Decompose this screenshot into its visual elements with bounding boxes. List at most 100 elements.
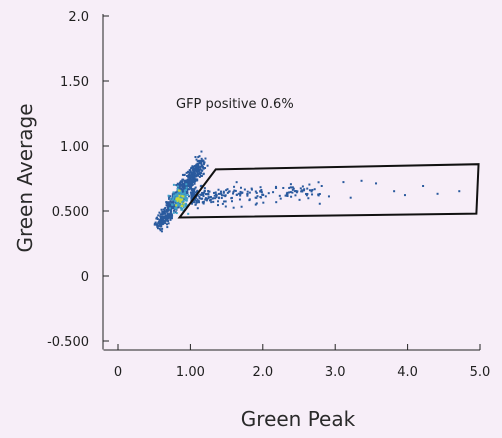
- data-point: [317, 193, 320, 196]
- data-point: [182, 206, 185, 209]
- data-point: [209, 195, 212, 198]
- data-point: [191, 177, 194, 180]
- data-point: [190, 176, 193, 179]
- data-point: [318, 202, 321, 205]
- data-point: [165, 223, 168, 226]
- data-point: [181, 205, 184, 208]
- data-point: [261, 193, 264, 196]
- data-point: [291, 186, 294, 189]
- data-point: [192, 190, 195, 193]
- data-point: [191, 179, 194, 182]
- data-point: [275, 186, 278, 189]
- data-point: [199, 162, 202, 165]
- data-point: [210, 201, 213, 204]
- data-point: [162, 219, 165, 222]
- data-point: [179, 184, 182, 187]
- data-point: [403, 194, 406, 197]
- data-point: [158, 218, 161, 221]
- data-point: [196, 198, 199, 201]
- data-point: [167, 222, 170, 225]
- data-point: [187, 194, 190, 197]
- axes: [102, 14, 480, 351]
- data-point: [232, 190, 235, 193]
- data-points: [153, 150, 461, 233]
- data-point: [194, 186, 197, 189]
- data-point: [193, 194, 196, 197]
- data-point: [199, 193, 202, 196]
- data-point: [193, 180, 196, 183]
- data-point: [190, 184, 193, 187]
- data-point: [303, 188, 306, 191]
- data-point: [172, 211, 175, 214]
- data-point: [191, 172, 194, 175]
- data-point: [186, 175, 189, 178]
- data-point: [180, 190, 183, 193]
- data-point: [246, 190, 249, 193]
- data-point: [178, 194, 181, 197]
- data-point: [198, 155, 201, 158]
- data-point: [274, 185, 277, 188]
- data-point: [291, 191, 294, 194]
- data-point: [248, 191, 251, 194]
- data-point: [177, 197, 180, 200]
- data-point: [207, 193, 210, 196]
- data-point: [194, 165, 197, 168]
- data-point: [194, 179, 197, 182]
- data-point: [159, 217, 162, 220]
- data-point: [171, 198, 174, 201]
- data-point: [196, 164, 199, 167]
- data-point: [286, 193, 289, 196]
- data-point: [197, 167, 200, 170]
- data-point: [178, 204, 181, 207]
- data-point: [295, 191, 298, 194]
- data-point: [202, 195, 205, 198]
- data-point: [169, 213, 172, 216]
- data-point: [156, 227, 159, 230]
- data-point: [181, 191, 184, 194]
- data-point: [163, 209, 166, 212]
- data-point: [196, 207, 199, 210]
- data-point: [202, 163, 205, 166]
- data-point: [262, 201, 265, 204]
- data-point: [164, 215, 167, 218]
- data-point: [186, 183, 189, 186]
- data-point: [213, 194, 216, 197]
- data-point: [349, 196, 352, 199]
- data-point: [172, 204, 175, 207]
- data-point: [159, 219, 162, 222]
- data-point: [159, 216, 162, 219]
- data-point: [250, 188, 253, 191]
- data-point: [164, 222, 167, 225]
- data-point: [165, 216, 168, 219]
- data-point: [286, 195, 289, 198]
- data-point: [195, 158, 198, 161]
- data-point: [169, 210, 172, 213]
- data-point: [317, 194, 320, 197]
- data-point: [182, 209, 185, 212]
- data-point: [178, 198, 181, 201]
- data-point: [172, 197, 175, 200]
- data-point: [235, 193, 238, 196]
- data-point: [182, 184, 185, 187]
- data-point: [159, 213, 162, 216]
- data-point: [250, 187, 253, 190]
- data-point: [179, 190, 182, 193]
- data-point: [194, 197, 197, 200]
- data-point: [200, 165, 203, 168]
- data-point: [215, 195, 218, 198]
- data-point: [186, 178, 189, 181]
- data-point: [204, 193, 207, 196]
- data-point: [175, 198, 178, 201]
- data-point: [175, 192, 178, 195]
- data-point: [175, 184, 178, 187]
- data-point: [179, 196, 182, 199]
- data-point: [184, 185, 187, 188]
- data-point: [194, 175, 197, 178]
- data-point: [192, 170, 195, 173]
- x-ticks: 0 1.00 2.0 3.0 4.0 5.0: [114, 344, 490, 380]
- data-point: [225, 189, 228, 192]
- data-point: [161, 227, 164, 230]
- data-point: [157, 224, 160, 227]
- data-point: [191, 201, 194, 204]
